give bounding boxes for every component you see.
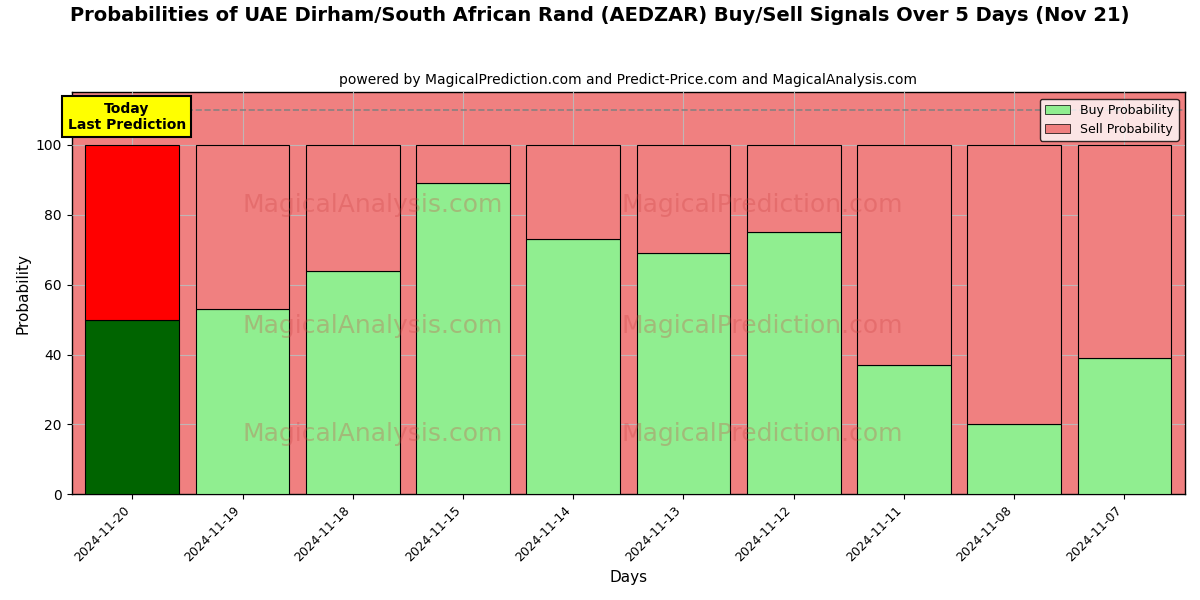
Legend: Buy Probability, Sell Probability: Buy Probability, Sell Probability [1040,98,1178,141]
Bar [857,365,950,494]
Bar [967,145,1061,424]
X-axis label: Days: Days [610,570,647,585]
Bar [196,145,289,309]
Text: MagicalAnalysis.com: MagicalAnalysis.com [242,422,503,446]
Bar [416,145,510,183]
Text: MagicalPrediction.com: MagicalPrediction.com [622,193,902,217]
Bar [1078,145,1171,358]
Title: powered by MagicalPrediction.com and Predict-Price.com and MagicalAnalysis.com: powered by MagicalPrediction.com and Pre… [340,73,917,87]
Text: MagicalAnalysis.com: MagicalAnalysis.com [242,193,503,217]
Text: MagicalPrediction.com: MagicalPrediction.com [622,314,902,338]
Bar [196,309,289,494]
Bar [746,232,840,494]
Bar [857,145,950,365]
Bar [967,424,1061,494]
Bar [85,320,179,494]
Bar [636,253,731,494]
Bar [85,145,179,320]
Y-axis label: Probability: Probability [16,253,30,334]
Bar [636,145,731,253]
Text: MagicalAnalysis.com: MagicalAnalysis.com [242,314,503,338]
Bar [306,271,400,494]
Text: Today
Last Prediction: Today Last Prediction [67,102,186,132]
Bar [1078,358,1171,494]
Bar [306,145,400,271]
Bar [527,145,620,239]
Bar [527,239,620,494]
Bar [746,145,840,232]
Text: MagicalPrediction.com: MagicalPrediction.com [622,422,902,446]
Text: Probabilities of UAE Dirham/South African Rand (AEDZAR) Buy/Sell Signals Over 5 : Probabilities of UAE Dirham/South Africa… [71,6,1129,25]
Bar [416,183,510,494]
